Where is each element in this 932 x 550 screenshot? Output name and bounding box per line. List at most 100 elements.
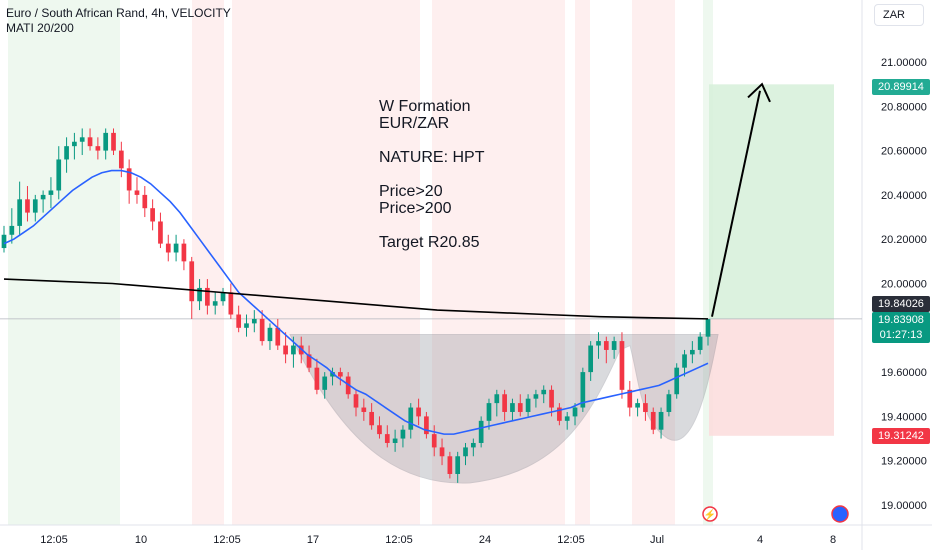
candle-body (72, 141, 77, 147)
target-price-label: 20.89914 (872, 79, 930, 95)
candle-body (682, 354, 687, 368)
symbol-title: Euro / South African Rand, 4h, VELOCITY (6, 6, 231, 20)
candle-body (463, 447, 468, 457)
y-tick-label: 20.00000 (881, 279, 927, 291)
candle-body (384, 434, 390, 443)
candle-body (95, 146, 101, 151)
candle-body (205, 287, 210, 306)
session-band (432, 0, 565, 525)
x-tick-label: 12:05 (213, 534, 241, 546)
candle-body (165, 243, 171, 253)
y-tick-label: 19.20000 (881, 456, 927, 468)
x-tick-label: 10 (135, 534, 147, 546)
candle-body (314, 367, 320, 390)
note-line: Price>200 (379, 200, 452, 217)
candle-body (369, 411, 374, 426)
candle-body (502, 394, 507, 412)
candle-body (424, 416, 429, 435)
x-tick-label: 12:05 (40, 534, 68, 546)
y-tick-label: 20.80000 (881, 101, 927, 113)
candle-body (189, 261, 195, 302)
candle-body (228, 292, 234, 315)
candle-body (111, 132, 116, 151)
note-line (379, 217, 484, 234)
candle-body (150, 208, 155, 222)
candle-body (118, 150, 124, 169)
session-band (703, 0, 713, 525)
y-tick-label: 19.00000 (881, 500, 927, 512)
flash-icon (702, 506, 718, 522)
candle-body (181, 243, 187, 262)
candle-body (525, 398, 531, 412)
candle-body (197, 287, 202, 302)
candle-body (470, 442, 476, 448)
target-arrow-head (747, 82, 771, 103)
candle-body (392, 438, 398, 443)
last-price-label: 19.83908 (872, 312, 930, 328)
candle-body (236, 314, 242, 328)
ma200-line (3, 278, 709, 320)
currency-button[interactable]: ZAR (874, 4, 924, 26)
candle-body (338, 372, 343, 377)
candle-body (619, 341, 625, 390)
candle-body (478, 420, 484, 443)
candle-body (173, 243, 179, 253)
x-tick-label: Jul (650, 534, 664, 546)
x-tick-label: 24 (479, 534, 491, 546)
candle-body (494, 394, 500, 404)
candle-body (64, 146, 69, 160)
candle-body (40, 194, 46, 200)
ma20-line (3, 169, 709, 435)
session-band (575, 0, 590, 525)
candle-body (142, 194, 148, 209)
candle-body (322, 376, 328, 390)
y-tick-label: 19.60000 (881, 367, 927, 379)
candle-body (134, 190, 140, 195)
candle-body (212, 301, 218, 306)
x-tick-label: 12:05 (557, 534, 585, 546)
note-line: Target R20.85 (379, 234, 480, 251)
candle-body (510, 403, 515, 412)
candle-body (627, 389, 633, 408)
y-tick-label: 20.20000 (881, 234, 927, 246)
candle-body (564, 416, 570, 421)
candle-body (275, 327, 281, 346)
stop-price-label: 19.31242 (872, 428, 930, 444)
stop-zone (709, 318, 834, 436)
candle-body (572, 407, 578, 417)
candle-body (603, 341, 609, 350)
session-band (632, 0, 675, 525)
candle-body (697, 336, 703, 350)
candle-body (306, 354, 312, 368)
candle-body (158, 221, 163, 244)
chart-legend: Euro / South African Rand, 4h, VELOCITY … (6, 6, 231, 36)
session-band (8, 0, 120, 525)
candle-body (447, 456, 453, 474)
candle-body (439, 447, 445, 457)
candle-body (533, 394, 539, 399)
candle-body (330, 372, 335, 377)
candle-body (517, 403, 523, 412)
candle-body (658, 411, 664, 430)
candle-body (666, 394, 672, 412)
candle-body (408, 407, 414, 430)
session-band (192, 0, 224, 525)
candle-body (486, 403, 492, 421)
note-line: NATURE: HPT (379, 149, 485, 166)
candle-body (431, 434, 437, 448)
note-line: W Formation (379, 98, 471, 115)
note-line: Price>20 (379, 183, 443, 200)
countdown-label: 01:27:13 (872, 327, 930, 343)
candle-body (596, 341, 601, 346)
x-tick-label: 12:05 (385, 534, 413, 546)
candle-body (103, 132, 109, 151)
candle-body (400, 429, 406, 439)
candle-body (705, 319, 711, 337)
candle-body (291, 345, 296, 355)
x-tick-label: 17 (307, 534, 319, 546)
candle-body (25, 199, 30, 213)
analysis-notes: W Formation EUR/ZAR NATURE: HPT Price>20… (379, 98, 484, 251)
candle-body (635, 403, 640, 408)
